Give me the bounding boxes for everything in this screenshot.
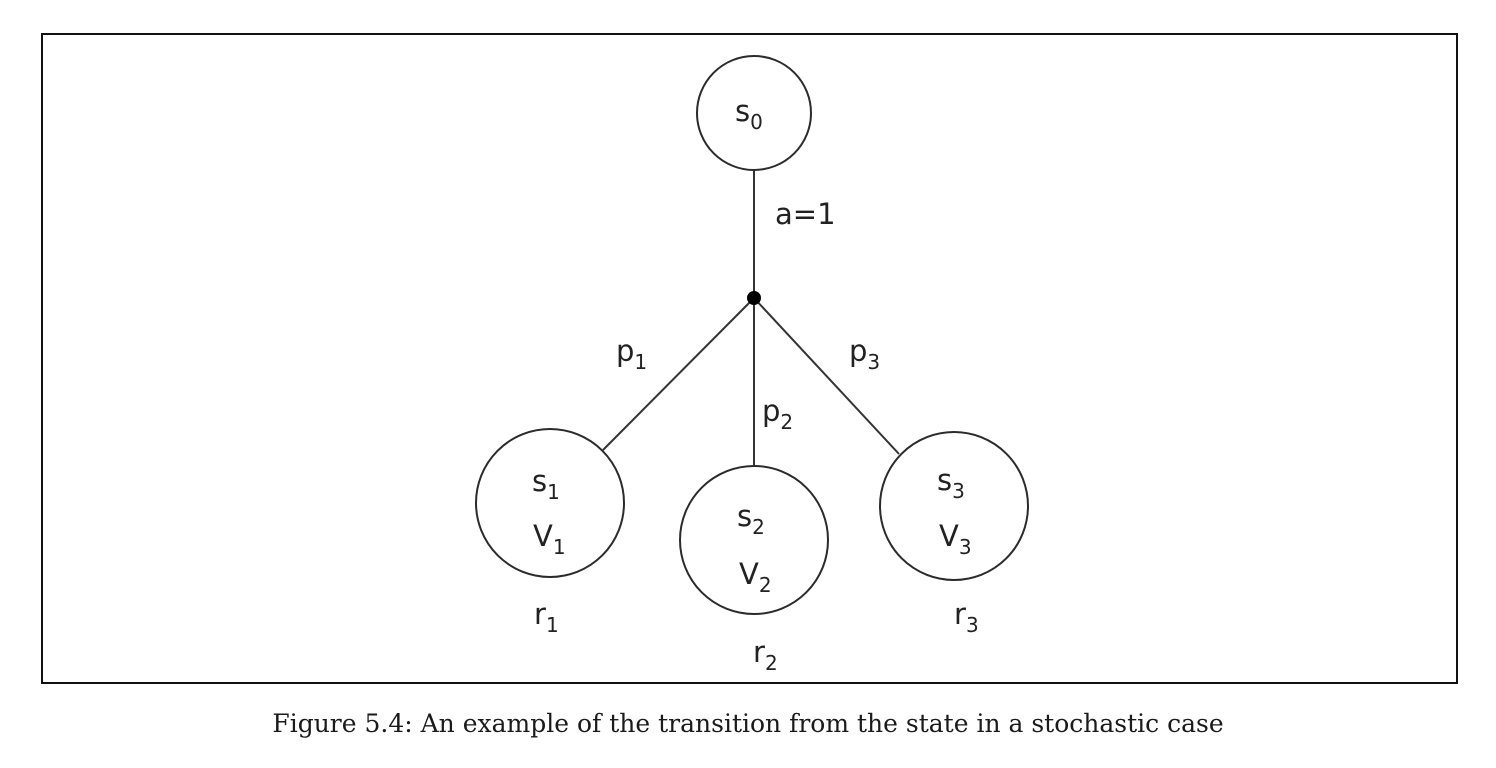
figure-frame: s0 a=1 p1 p2 p3 s1 V1 r1 s2 V2 xyxy=(41,33,1458,684)
reward-label-3: r3 xyxy=(954,597,979,637)
prob-label-2: p2 xyxy=(762,394,793,434)
value-label-2: V2 xyxy=(739,557,772,597)
prob-label-1: p1 xyxy=(616,334,647,374)
root-state-label: s0 xyxy=(735,94,763,134)
branch-edge-1 xyxy=(602,297,755,451)
figure-caption: Figure 5.4: An example of the transition… xyxy=(272,709,1224,738)
state-label-3: s3 xyxy=(937,463,965,503)
state-label-1: s1 xyxy=(532,464,560,504)
state-label-2: s2 xyxy=(737,499,765,539)
branch-edge-3 xyxy=(753,297,900,455)
chance-node xyxy=(747,291,761,305)
state-node-1 xyxy=(475,428,625,578)
prob-label-3: p3 xyxy=(849,334,880,374)
state-node-3 xyxy=(879,431,1029,581)
reward-label-2: r2 xyxy=(753,635,778,675)
state-node-2 xyxy=(679,465,829,615)
value-label-3: V3 xyxy=(939,519,972,559)
action-label: a=1 xyxy=(775,197,836,231)
value-label-1: V1 xyxy=(533,519,566,559)
stochastic-transition-diagram: s0 a=1 p1 p2 p3 s1 V1 r1 s2 V2 xyxy=(475,55,1029,675)
root-state-node xyxy=(696,55,812,171)
reward-label-1: r1 xyxy=(534,597,559,637)
